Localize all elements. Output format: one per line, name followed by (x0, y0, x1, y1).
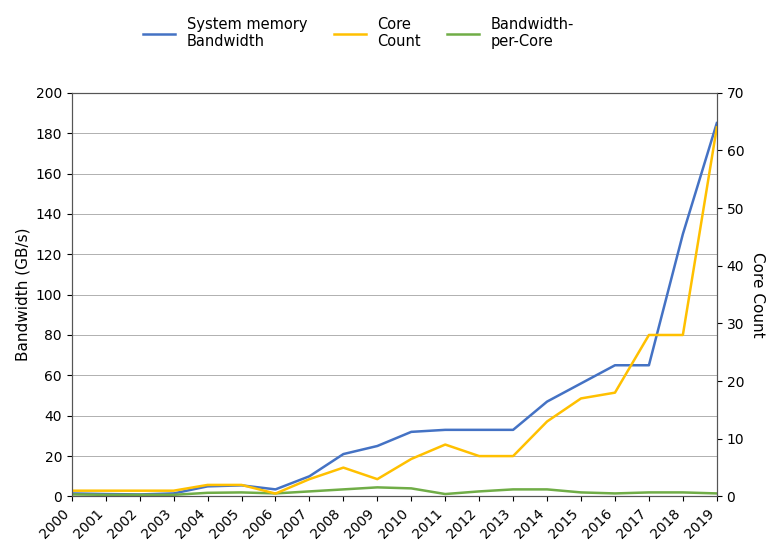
Bandwidth-
per-Core (474, 488, 484, 495)
Legend: System memory
Bandwidth, Core
Count, Bandwidth-
per-Core: System memory Bandwidth, Core Count, Ban… (137, 11, 580, 55)
Core
Count (509, 453, 518, 459)
Core
Count (305, 476, 314, 483)
Bandwidth-
per-Core (406, 485, 416, 492)
System memory
Bandwidth (101, 491, 111, 498)
System memory
Bandwidth (576, 380, 586, 387)
Core
Count (406, 455, 416, 462)
System memory
Bandwidth (271, 486, 280, 493)
System memory
Bandwidth (441, 426, 450, 433)
System memory
Bandwidth (542, 398, 551, 405)
Bandwidth-
per-Core (576, 489, 586, 496)
Core
Count (712, 124, 722, 131)
Bandwidth-
per-Core (339, 486, 348, 493)
System memory
Bandwidth (509, 426, 518, 433)
Bandwidth-
per-Core (271, 490, 280, 497)
Bandwidth-
per-Core (644, 489, 654, 496)
Core
Count (610, 389, 619, 396)
System memory
Bandwidth (678, 231, 687, 237)
System memory
Bandwidth (305, 473, 314, 480)
System memory
Bandwidth (406, 429, 416, 435)
Bandwidth-
per-Core (305, 488, 314, 495)
Bandwidth-
per-Core (441, 491, 450, 498)
Bandwidth-
per-Core (509, 486, 518, 493)
System memory
Bandwidth (474, 426, 484, 433)
Core
Count (271, 490, 280, 497)
Bandwidth-
per-Core (169, 492, 179, 498)
Core
Count (474, 453, 484, 459)
Core
Count (644, 331, 654, 338)
Core
Count (67, 488, 76, 494)
Bandwidth-
per-Core (678, 489, 687, 496)
Core
Count (237, 481, 246, 488)
System memory
Bandwidth (237, 482, 246, 489)
Line: Core
Count: Core Count (72, 127, 717, 494)
Bandwidth-
per-Core (203, 489, 212, 496)
System memory
Bandwidth (610, 362, 619, 369)
Line: System memory
Bandwidth: System memory Bandwidth (72, 123, 717, 494)
Core
Count (135, 488, 144, 494)
System memory
Bandwidth (169, 490, 179, 497)
System memory
Bandwidth (135, 491, 144, 498)
Core
Count (441, 441, 450, 448)
System memory
Bandwidth (712, 120, 722, 126)
Core
Count (203, 481, 212, 488)
System memory
Bandwidth (203, 483, 212, 490)
Bandwidth-
per-Core (610, 490, 619, 497)
Bandwidth-
per-Core (237, 489, 246, 496)
System memory
Bandwidth (373, 443, 382, 449)
Core
Count (542, 418, 551, 425)
Core
Count (169, 488, 179, 494)
Line: Bandwidth-
per-Core: Bandwidth- per-Core (72, 488, 717, 495)
Core
Count (678, 331, 687, 338)
Y-axis label: Bandwidth (GB/s): Bandwidth (GB/s) (15, 228, 30, 361)
Bandwidth-
per-Core (542, 486, 551, 493)
Bandwidth-
per-Core (135, 492, 144, 498)
Bandwidth-
per-Core (67, 491, 76, 498)
System memory
Bandwidth (644, 362, 654, 369)
Bandwidth-
per-Core (373, 484, 382, 491)
Core
Count (576, 395, 586, 402)
Y-axis label: Core Count: Core Count (750, 252, 765, 337)
Core
Count (101, 488, 111, 494)
System memory
Bandwidth (67, 490, 76, 497)
Bandwidth-
per-Core (101, 492, 111, 498)
Core
Count (373, 476, 382, 483)
System memory
Bandwidth (339, 451, 348, 458)
Bandwidth-
per-Core (712, 490, 722, 497)
Core
Count (339, 464, 348, 471)
